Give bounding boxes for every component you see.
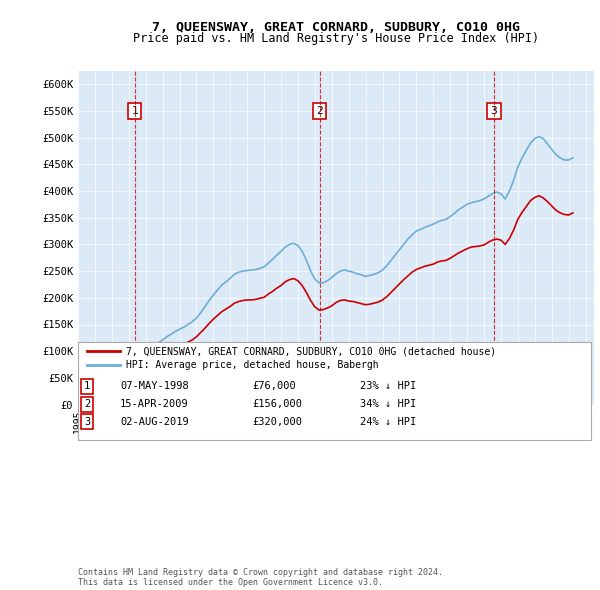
Text: 7, QUEENSWAY, GREAT CORNARD, SUDBURY, CO10 0HG: 7, QUEENSWAY, GREAT CORNARD, SUDBURY, CO… [152, 21, 520, 34]
Text: 3: 3 [84, 417, 90, 427]
Text: Price paid vs. HM Land Registry's House Price Index (HPI): Price paid vs. HM Land Registry's House … [133, 32, 539, 45]
Text: Contains HM Land Registry data © Crown copyright and database right 2024.
This d: Contains HM Land Registry data © Crown c… [78, 568, 443, 587]
Text: 7, QUEENSWAY, GREAT CORNARD, SUDBURY, CO10 0HG (detached house): 7, QUEENSWAY, GREAT CORNARD, SUDBURY, CO… [126, 346, 496, 356]
Text: 15-APR-2009: 15-APR-2009 [120, 399, 189, 409]
Text: £156,000: £156,000 [252, 399, 302, 409]
Text: 23% ↓ HPI: 23% ↓ HPI [360, 382, 416, 391]
Text: 2: 2 [84, 399, 90, 409]
Text: 34% ↓ HPI: 34% ↓ HPI [360, 399, 416, 409]
Text: 1: 1 [84, 382, 90, 391]
Text: 02-AUG-2019: 02-AUG-2019 [120, 417, 189, 427]
Text: 24% ↓ HPI: 24% ↓ HPI [360, 417, 416, 427]
Text: HPI: Average price, detached house, Babergh: HPI: Average price, detached house, Babe… [126, 360, 379, 369]
Text: 2: 2 [316, 106, 323, 116]
Text: £320,000: £320,000 [252, 417, 302, 427]
Text: 07-MAY-1998: 07-MAY-1998 [120, 382, 189, 391]
Text: £76,000: £76,000 [252, 382, 296, 391]
Text: 1: 1 [131, 106, 138, 116]
Text: 3: 3 [490, 106, 497, 116]
